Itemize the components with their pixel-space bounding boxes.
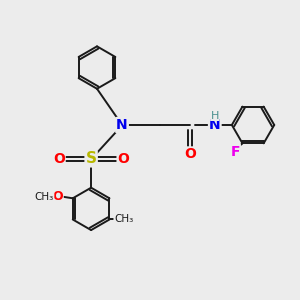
Text: CH₃: CH₃	[114, 214, 133, 224]
Text: N: N	[116, 118, 128, 132]
Text: CH₃: CH₃	[34, 192, 54, 202]
Text: S: S	[85, 151, 97, 166]
Text: O: O	[53, 152, 65, 166]
Text: N: N	[209, 118, 220, 132]
Text: F: F	[230, 145, 240, 159]
Text: O: O	[52, 190, 63, 203]
Text: O: O	[118, 152, 129, 166]
Text: H: H	[211, 110, 219, 121]
Text: O: O	[184, 147, 196, 161]
